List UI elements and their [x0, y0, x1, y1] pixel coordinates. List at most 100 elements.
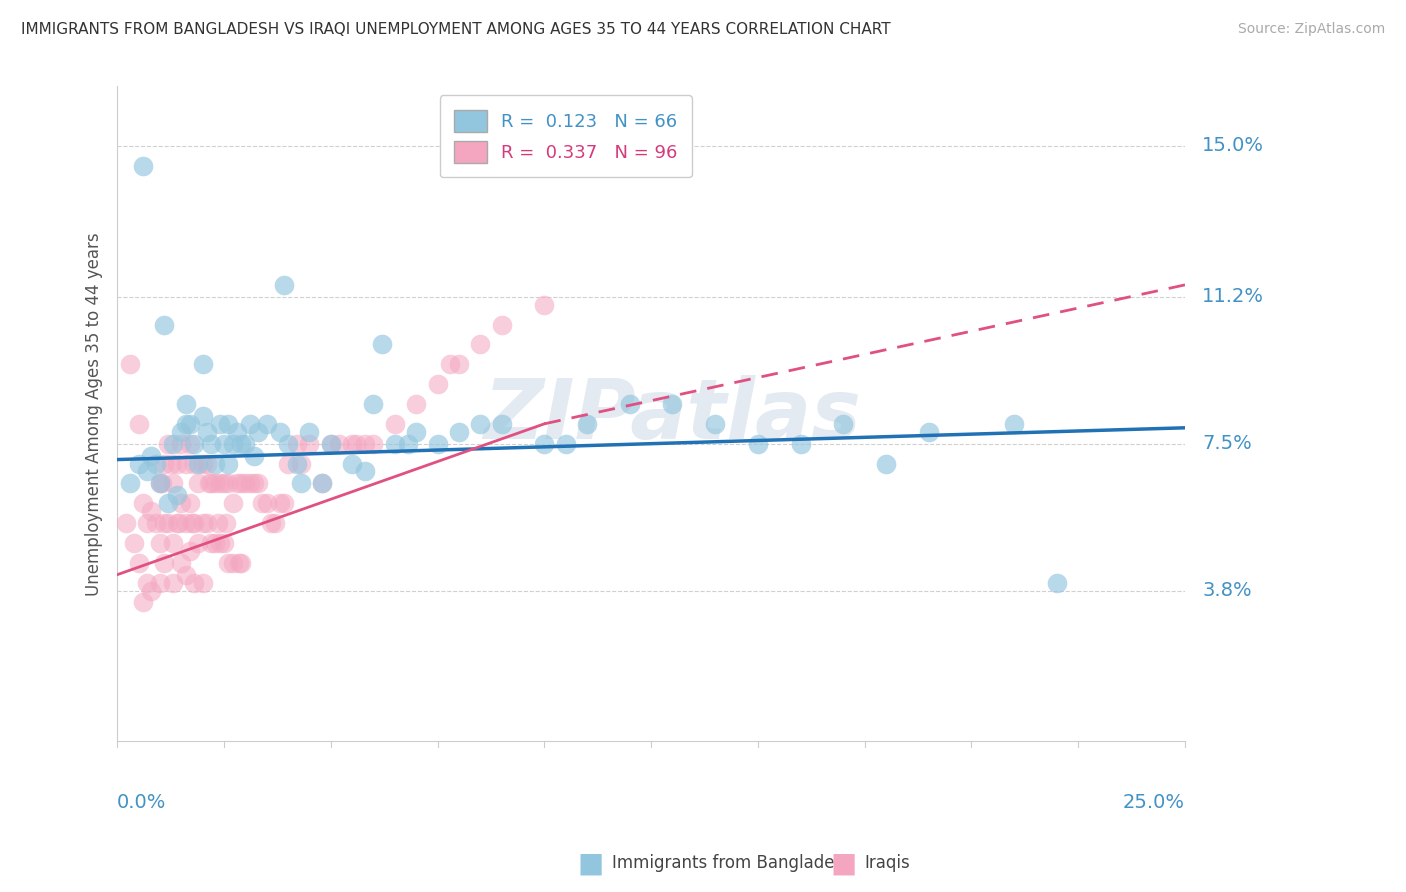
Point	[181, 516, 204, 530]
Point	[328, 436, 350, 450]
Point	[195, 457, 218, 471]
Point	[239, 476, 262, 491]
Point	[187, 457, 209, 471]
Point	[162, 436, 184, 450]
Text: IMMIGRANTS FROM BANGLADESH VS IRAQI UNEMPLOYMENT AMONG AGES 35 TO 44 YEARS CORRE: IMMIGRANTS FROM BANGLADESH VS IRAQI UNEM…	[21, 22, 891, 37]
Point	[875, 457, 897, 471]
Point	[228, 556, 250, 570]
Point	[136, 516, 159, 530]
Point	[704, 417, 727, 431]
Point	[554, 436, 576, 450]
Point	[311, 476, 333, 491]
Text: ■: ■	[831, 849, 856, 878]
Point	[340, 457, 363, 471]
Point	[128, 556, 150, 570]
Point	[208, 417, 231, 431]
Point	[439, 357, 461, 371]
Text: 7.5%: 7.5%	[1202, 434, 1251, 453]
Point	[141, 504, 163, 518]
Text: ZIPatlas: ZIPatlas	[484, 376, 862, 457]
Point	[217, 556, 239, 570]
Point	[174, 397, 197, 411]
Point	[136, 575, 159, 590]
Point	[217, 417, 239, 431]
Point	[170, 496, 193, 510]
Point	[619, 397, 641, 411]
Point	[470, 337, 492, 351]
Point	[290, 457, 312, 471]
Text: 0.0%: 0.0%	[117, 793, 166, 812]
Point	[396, 436, 419, 450]
Point	[162, 536, 184, 550]
Point	[162, 575, 184, 590]
Point	[221, 556, 243, 570]
Point	[260, 516, 283, 530]
Point	[191, 575, 214, 590]
Point	[195, 425, 218, 439]
Point	[174, 417, 197, 431]
Point	[162, 476, 184, 491]
Point	[1046, 575, 1069, 590]
Point	[212, 536, 235, 550]
Point	[252, 496, 274, 510]
Point	[149, 476, 172, 491]
Point	[153, 516, 176, 530]
Point	[157, 516, 180, 530]
Point	[789, 436, 811, 450]
Point	[576, 417, 599, 431]
Point	[1002, 417, 1025, 431]
Point	[405, 397, 427, 411]
Point	[212, 476, 235, 491]
Point	[187, 476, 209, 491]
Point	[269, 496, 291, 510]
Point	[217, 457, 239, 471]
Point	[149, 536, 172, 550]
Point	[285, 436, 308, 450]
Point	[118, 476, 141, 491]
Point	[159, 457, 181, 471]
Point	[170, 556, 193, 570]
Point	[264, 516, 287, 530]
Point	[273, 277, 295, 292]
Point	[298, 436, 321, 450]
Point	[311, 476, 333, 491]
Point	[215, 516, 238, 530]
Point	[247, 476, 270, 491]
Text: Source: ZipAtlas.com: Source: ZipAtlas.com	[1237, 22, 1385, 37]
Point	[470, 417, 492, 431]
Point	[191, 516, 214, 530]
Text: ■: ■	[578, 849, 603, 878]
Point	[174, 567, 197, 582]
Point	[273, 496, 295, 510]
Point	[191, 357, 214, 371]
Point	[118, 357, 141, 371]
Text: 3.8%: 3.8%	[1202, 581, 1251, 600]
Point	[229, 556, 252, 570]
Point	[447, 425, 470, 439]
Point	[200, 436, 222, 450]
Point	[157, 496, 180, 510]
Point	[918, 425, 941, 439]
Point	[221, 496, 243, 510]
Point	[183, 436, 205, 450]
Y-axis label: Unemployment Among Ages 35 to 44 years: Unemployment Among Ages 35 to 44 years	[86, 232, 103, 596]
Point	[150, 476, 173, 491]
Point	[256, 496, 278, 510]
Point	[491, 417, 513, 431]
Point	[225, 476, 247, 491]
Text: Iraqis: Iraqis	[865, 855, 911, 872]
Point	[229, 436, 252, 450]
Point	[204, 457, 226, 471]
Point	[141, 449, 163, 463]
Point	[128, 457, 150, 471]
Point	[166, 516, 188, 530]
Point	[204, 476, 226, 491]
Point	[174, 516, 197, 530]
Point	[426, 436, 449, 450]
Point	[166, 488, 188, 502]
Point	[179, 496, 201, 510]
Point	[533, 436, 555, 450]
Point	[149, 476, 172, 491]
Point	[128, 417, 150, 431]
Point	[132, 496, 155, 510]
